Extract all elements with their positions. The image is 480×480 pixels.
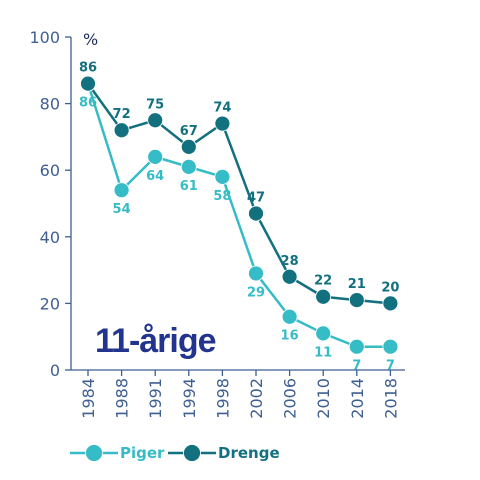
legend-label-piger: Piger <box>120 444 165 462</box>
y-tick-label: 40 <box>40 228 60 247</box>
point-piger <box>248 265 264 282</box>
point-piger <box>214 168 231 185</box>
series-line-piger <box>86 83 391 348</box>
data-label-drenge: 28 <box>281 254 299 269</box>
y-tick-label: 20 <box>40 294 60 313</box>
data-label-piger: 29 <box>247 285 265 300</box>
overlay-label: 11-årige <box>95 322 216 360</box>
point-drenge <box>348 292 365 308</box>
data-label-drenge: 74 <box>213 101 231 116</box>
point-drenge <box>382 295 399 312</box>
point-drenge <box>80 75 96 92</box>
data-label-piger: 58 <box>213 189 231 204</box>
data-label-drenge: 67 <box>180 124 198 139</box>
point-piger <box>113 182 130 199</box>
y-tick-label: 80 <box>40 95 60 114</box>
point-piger <box>348 338 365 355</box>
data-label-piger: 86 <box>79 96 97 111</box>
legend-marker-piger <box>85 444 103 462</box>
x-tick-label: 1988 <box>113 378 132 419</box>
axes: 0 20 40 60 80 100 1984 1988 1991 1994 1998 2002 2006… <box>29 28 405 419</box>
data-label-piger: 7 <box>352 359 361 374</box>
point-drenge <box>147 112 164 129</box>
data-label-drenge: 86 <box>79 61 97 76</box>
x-tick-label: 1984 <box>79 378 98 419</box>
y-tick-label: 100 <box>29 28 60 47</box>
x-tick-label: 2010 <box>314 378 333 419</box>
point-piger <box>281 308 298 325</box>
y-tick-label: 60 <box>40 161 60 180</box>
point-drenge <box>315 288 332 305</box>
point-drenge <box>113 122 130 139</box>
point-drenge <box>281 268 298 285</box>
data-label-piger: 7 <box>386 359 395 374</box>
x-tick-label: 2014 <box>348 378 367 419</box>
series-line-drenge <box>86 82 391 305</box>
x-tick-label: 1994 <box>180 378 199 419</box>
y-tick-label: 0 <box>50 361 60 380</box>
x-tick-label: 2006 <box>281 378 300 419</box>
point-piger <box>315 325 332 342</box>
legend: Piger Drenge <box>70 444 280 462</box>
point-drenge <box>214 115 231 132</box>
data-points <box>80 75 399 355</box>
data-label-piger: 64 <box>146 169 164 184</box>
x-tick-label: 1991 <box>146 378 165 419</box>
unit-label: % <box>83 30 98 49</box>
data-label-piger: 61 <box>180 179 198 194</box>
point-drenge <box>248 205 264 222</box>
x-tick-label: 2002 <box>247 378 266 419</box>
data-label-drenge: 21 <box>348 277 366 292</box>
x-tick-label: 1998 <box>213 378 232 419</box>
data-label-drenge: 72 <box>113 107 131 122</box>
legend-label-drenge: Drenge <box>218 444 280 462</box>
data-label-piger: 11 <box>314 345 332 360</box>
data-label-piger: 16 <box>281 329 299 344</box>
point-piger <box>180 158 197 175</box>
legend-marker-drenge <box>183 444 201 462</box>
data-labels: 86 54 64 61 58 29 16 11 7 7 86 72 75 67 74 47 28 22 21 20 <box>79 61 399 374</box>
data-label-drenge: 75 <box>146 97 164 112</box>
series-lines <box>86 82 391 348</box>
point-piger <box>147 148 164 165</box>
data-label-drenge: 47 <box>247 190 265 205</box>
x-tick-label: 2018 <box>381 378 400 419</box>
data-label-piger: 54 <box>113 202 131 217</box>
point-piger <box>382 338 399 355</box>
data-label-drenge: 22 <box>314 274 332 289</box>
data-label-drenge: 20 <box>381 280 399 295</box>
point-drenge <box>180 138 197 155</box>
